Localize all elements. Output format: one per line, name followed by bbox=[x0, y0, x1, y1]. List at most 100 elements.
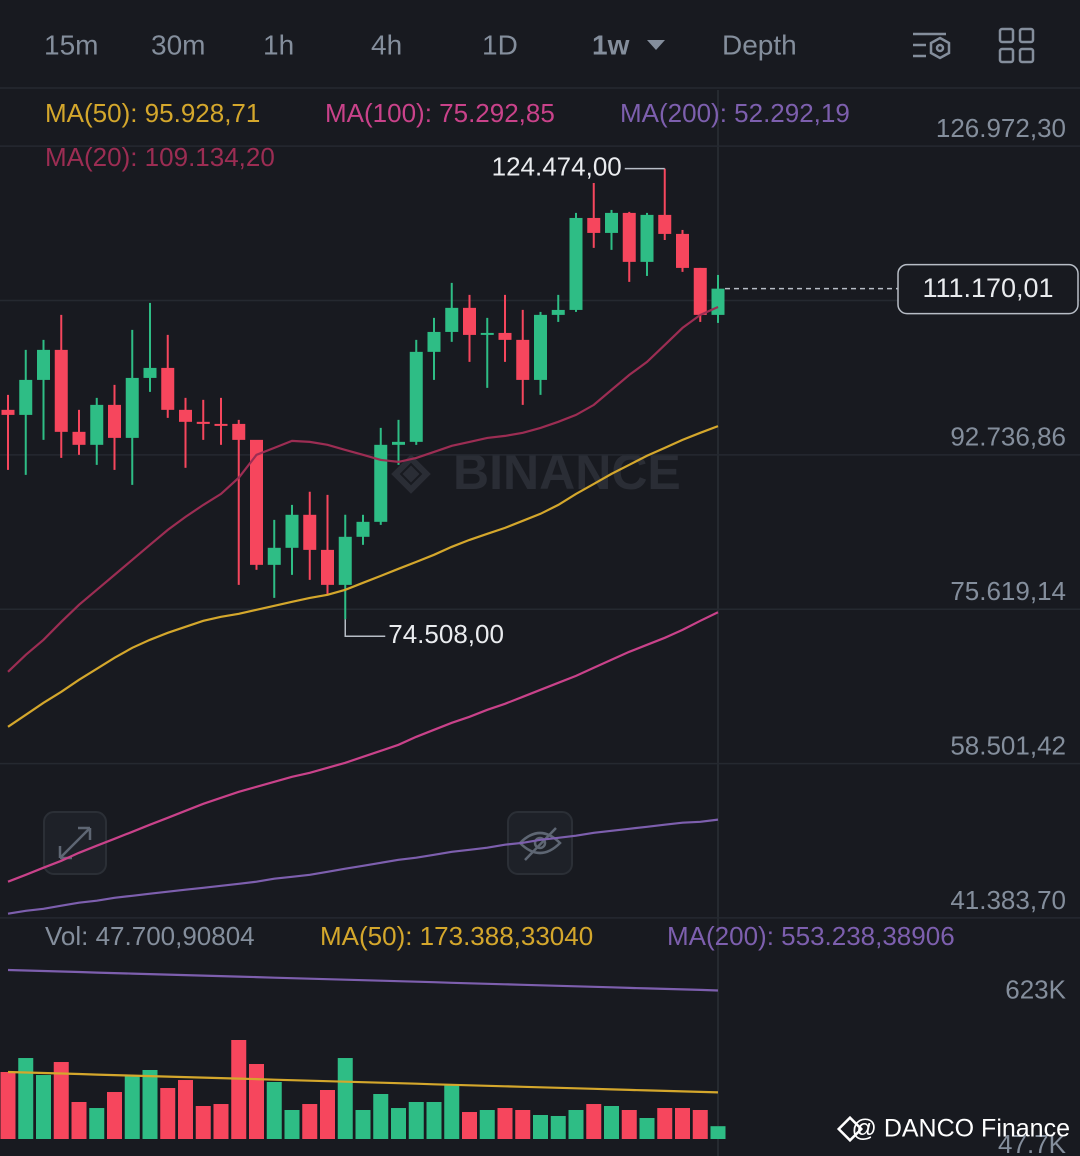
volume-bar bbox=[160, 1088, 176, 1139]
y-tick-label: 126.972,30 bbox=[936, 113, 1066, 143]
candle-body bbox=[551, 309, 565, 315]
volume-bar bbox=[444, 1085, 460, 1139]
hide-button[interactable] bbox=[507, 811, 573, 875]
timeframe-tab[interactable]: 15m bbox=[44, 29, 98, 60]
volume-ma-line bbox=[7, 1070, 719, 1094]
candle-body bbox=[463, 307, 476, 335]
volume-bar bbox=[604, 1106, 619, 1139]
volume-bar bbox=[497, 1108, 513, 1139]
timeframe-tab[interactable]: Depth bbox=[722, 29, 797, 60]
volume-bar bbox=[479, 1110, 495, 1139]
y-tick-label: 58.501,42 bbox=[950, 730, 1066, 760]
candle-body bbox=[658, 214, 672, 234]
settings-icon[interactable] bbox=[913, 32, 951, 60]
timeframe-tab[interactable]: 4h bbox=[371, 29, 402, 60]
watermark-text: BINANCE bbox=[453, 444, 681, 500]
volume-bar bbox=[89, 1108, 105, 1139]
volume-bar bbox=[515, 1110, 531, 1139]
volume-bar bbox=[107, 1092, 122, 1139]
icon-stroke bbox=[1018, 27, 1035, 44]
candle-body bbox=[267, 547, 281, 565]
candle-body bbox=[285, 514, 299, 548]
timeframe-tab[interactable]: 1w bbox=[592, 29, 630, 60]
candle-body bbox=[356, 521, 370, 537]
volume-bar bbox=[586, 1104, 602, 1139]
volume-bar bbox=[462, 1112, 477, 1139]
volume-bar bbox=[675, 1108, 690, 1139]
volume-bar bbox=[639, 1118, 655, 1139]
volume-ma-legend: MA(200): 553.238,38906 bbox=[667, 921, 955, 951]
plot: 126.972,30109.854,5892.736,8675.619,1458… bbox=[0, 98, 1080, 1156]
candle-body bbox=[321, 549, 334, 585]
candle-body bbox=[622, 212, 636, 262]
volume-bar bbox=[710, 1126, 726, 1139]
volume-bar bbox=[426, 1101, 442, 1139]
volume-bar bbox=[18, 1058, 34, 1139]
volume-bar bbox=[621, 1110, 637, 1139]
volume-bar bbox=[692, 1110, 708, 1139]
candle-body bbox=[711, 288, 725, 315]
timeframe-tab[interactable]: 1h bbox=[263, 29, 294, 60]
layout-icon[interactable] bbox=[998, 27, 1035, 64]
volume-bar bbox=[657, 1108, 673, 1139]
volume-ma-line bbox=[7, 968, 719, 992]
candle-body bbox=[338, 536, 352, 585]
volume-bar bbox=[71, 1101, 87, 1139]
watermark-logo bbox=[391, 454, 431, 494]
candle-body bbox=[498, 332, 512, 340]
credit-logo bbox=[836, 1115, 864, 1143]
credit-text: @ DANCO Finance bbox=[852, 1115, 1071, 1143]
candle-body bbox=[232, 423, 246, 440]
y-tick-label: 623K bbox=[1005, 975, 1066, 1005]
candle-body bbox=[427, 331, 441, 352]
candle-body bbox=[19, 379, 33, 415]
min-price-label: 74.508,00 bbox=[388, 619, 504, 649]
candle-body bbox=[179, 409, 192, 422]
candle-body bbox=[143, 367, 157, 378]
ma-legend: MA(50): 95.928,71 bbox=[45, 98, 260, 128]
volume-bar bbox=[53, 1062, 69, 1139]
candle-body bbox=[303, 514, 317, 550]
volume-bar bbox=[266, 1081, 282, 1139]
min-marker-line bbox=[344, 619, 386, 637]
candle-body bbox=[72, 431, 86, 445]
volume-bar bbox=[142, 1069, 158, 1139]
volume-bar bbox=[550, 1115, 566, 1139]
volume-bar bbox=[249, 1064, 264, 1139]
volume-bar bbox=[124, 1075, 140, 1139]
moving-average-line bbox=[7, 305, 719, 673]
candle-body bbox=[480, 332, 494, 335]
last-price-label: 111.170,01 bbox=[922, 273, 1053, 303]
volume-legend: Vol: 47.700,90804 bbox=[45, 921, 255, 951]
volume-bar bbox=[533, 1114, 548, 1139]
eye-glyph bbox=[533, 836, 547, 850]
candle-body bbox=[640, 214, 654, 262]
candle-body bbox=[605, 212, 618, 233]
candle-body bbox=[374, 444, 388, 522]
timeframe-tab[interactable]: 30m bbox=[151, 29, 205, 60]
candle-body bbox=[214, 423, 228, 426]
volume-bar bbox=[568, 1110, 584, 1139]
y-tick-label: 92.736,86 bbox=[950, 422, 1066, 452]
volume-bar bbox=[36, 1075, 51, 1139]
candle-body bbox=[108, 404, 121, 438]
candle-body bbox=[90, 404, 104, 445]
last-price-tag bbox=[897, 263, 1079, 315]
moving-average-line bbox=[7, 611, 719, 883]
candle-body bbox=[37, 349, 50, 380]
volume-bar bbox=[373, 1093, 389, 1139]
volume-bar bbox=[178, 1080, 193, 1139]
volume-bar bbox=[337, 1058, 353, 1139]
ma-legend: MA(20): 109.134,20 bbox=[45, 142, 275, 172]
watermark: BINANCE bbox=[391, 444, 681, 500]
candle-body bbox=[125, 377, 139, 438]
candle-body bbox=[587, 217, 601, 233]
volume-ma-legend: MA(50): 173.388,33040 bbox=[320, 921, 593, 951]
volume-bar bbox=[0, 1072, 16, 1139]
timeframe-tab[interactable]: 1D bbox=[482, 29, 518, 60]
moving-average-line bbox=[7, 425, 719, 728]
volume-bar bbox=[195, 1106, 211, 1139]
candle-body bbox=[161, 367, 175, 410]
